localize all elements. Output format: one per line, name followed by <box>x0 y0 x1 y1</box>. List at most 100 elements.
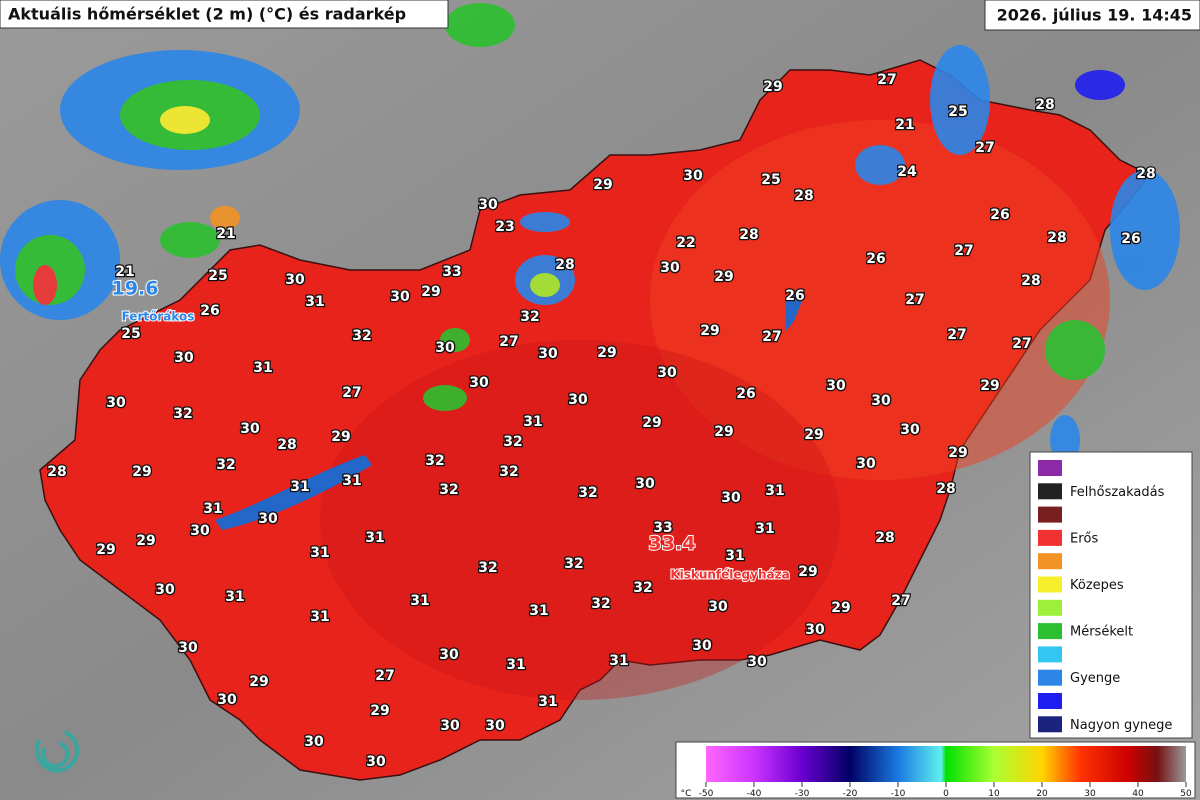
title-box <box>0 0 449 29</box>
station-temperature: 25 <box>208 268 227 284</box>
station-temperature: 30 <box>478 197 498 213</box>
station-temperature: 25 <box>761 172 780 188</box>
station-temperature: 27 <box>947 327 966 343</box>
timestamp-box <box>984 0 1200 31</box>
station-temperature: 29 <box>763 79 782 95</box>
legend-label: Erős <box>1070 531 1099 546</box>
station-temperature: 28 <box>936 481 955 497</box>
station-temperature: 28 <box>1047 230 1066 246</box>
station-temperature: 30 <box>692 638 712 654</box>
station-temperature: 32 <box>503 434 522 450</box>
station-temperature: 30 <box>258 511 278 527</box>
station-temperature: 30 <box>657 365 677 381</box>
scale-unit: °C <box>681 789 692 799</box>
station-temperature: 26 <box>785 288 804 304</box>
station-temperature: 27 <box>375 668 394 684</box>
station-temperature: 30 <box>390 289 410 305</box>
station-temperature: 28 <box>47 464 66 480</box>
station-temperature: 29 <box>700 323 719 339</box>
station-temperature: 30 <box>439 647 459 663</box>
radar-legend <box>1029 451 1193 739</box>
station-temperature: 30 <box>155 582 175 598</box>
lake-balaton <box>215 455 372 530</box>
station-temperature: 27 <box>891 593 910 609</box>
station-temperature: 32 <box>216 457 235 473</box>
station-temperature: 30 <box>900 422 920 438</box>
station-temperature: 32 <box>173 406 192 422</box>
station-temperature: 29 <box>714 269 733 285</box>
station-temperature: 31 <box>538 694 557 710</box>
station-temperature: 30 <box>178 640 198 656</box>
legend-swatch <box>1038 506 1062 523</box>
station-temperature: 31 <box>529 603 548 619</box>
station-temperature: 25 <box>948 104 967 120</box>
logo <box>35 730 80 773</box>
station-temperature: 29 <box>804 427 823 443</box>
station-temperature: 29 <box>331 429 350 445</box>
scale-tick-label: 20 <box>1036 789 1048 799</box>
scale-tick-label: 10 <box>988 789 1000 799</box>
station-temperature: 32 <box>478 560 497 576</box>
station-temperature: 29 <box>370 703 389 719</box>
station-temperature: 32 <box>578 485 597 501</box>
station-temperature: 24 <box>897 164 917 180</box>
station-temperature: 30 <box>538 346 558 362</box>
station-temperature: 27 <box>877 72 896 88</box>
station-temperature: 29 <box>798 564 817 580</box>
station-temperature: 31 <box>310 609 329 625</box>
station-temperature: 21 <box>115 264 134 280</box>
station-temperature: 30 <box>871 393 891 409</box>
station-temperature: 30 <box>240 421 260 437</box>
station-temperature: 30 <box>485 718 505 734</box>
station-temperature: 26 <box>866 251 885 267</box>
station-temperature: 30 <box>856 456 876 472</box>
station-temperature: 27 <box>1012 336 1031 352</box>
station-temperature: 30 <box>660 260 680 276</box>
station-temperature: 32 <box>564 556 583 572</box>
scale-tick-label: 40 <box>1132 789 1144 799</box>
station-temperature: 30 <box>635 476 655 492</box>
station-temperature: 32 <box>633 580 652 596</box>
station-temperature: 28 <box>794 188 813 204</box>
station-temperature: 33 <box>442 264 461 280</box>
extreme-temperature: 33.4 <box>649 533 696 555</box>
station-temperature: 23 <box>495 219 514 235</box>
legend-label: Gyenge <box>1070 671 1120 686</box>
legend-swatch <box>1038 460 1062 476</box>
legend-swatch <box>1038 669 1062 686</box>
station-temperature: 30 <box>435 340 455 356</box>
station-temperature: 29 <box>980 378 999 394</box>
station-temperature: 31 <box>523 414 542 430</box>
temperature-colorbar <box>706 746 1186 782</box>
station-temperature: 29 <box>831 600 850 616</box>
hot-zone <box>320 340 840 700</box>
station-temperature: 26 <box>736 386 755 402</box>
station-temperature: 27 <box>954 243 973 259</box>
station-temperature: 29 <box>714 424 733 440</box>
station-temperature: 33 <box>653 520 672 536</box>
station-temperature: 30 <box>826 378 846 394</box>
station-temperature: 30 <box>366 754 386 770</box>
timestamp: 2026. július 19. 14:45 <box>997 6 1192 25</box>
station-temperature: 26 <box>990 207 1009 223</box>
station-temperature: 26 <box>200 303 219 319</box>
station-temperature: 30 <box>568 392 588 408</box>
station-temperature: 30 <box>683 168 703 184</box>
station-temperature: 22 <box>676 235 695 251</box>
station-temperature: 28 <box>875 530 894 546</box>
station-temperature: 32 <box>352 328 371 344</box>
scale-tick-label: -20 <box>843 789 858 799</box>
station-temperature: 27 <box>762 329 781 345</box>
station-temperature: 30 <box>721 490 741 506</box>
legend-label: Közepes <box>1070 578 1124 593</box>
station-layer: 29 27 28 25 21 27 24 28 29 30 25 28 30 23 26 22 28 28 26 21… <box>46 71 1157 772</box>
scale-tick-label: 50 <box>1180 789 1192 799</box>
scale-tick-label: 30 <box>1084 789 1096 799</box>
station-temperature: 27 <box>905 292 924 308</box>
station-temperature: 31 <box>755 521 774 537</box>
extreme-place: Kiskunfélegyháza <box>670 568 789 582</box>
scale-ticks: -50 -40 -30 -20 -10 0 10 20 30 40 50 <box>699 782 1192 799</box>
station-temperature: 30 <box>217 692 237 708</box>
station-temperature: 31 <box>506 657 525 673</box>
legend-swatch <box>1038 553 1062 570</box>
